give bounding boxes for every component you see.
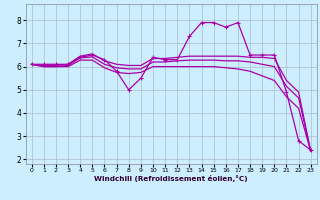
X-axis label: Windchill (Refroidissement éolien,°C): Windchill (Refroidissement éolien,°C) [94,175,248,182]
